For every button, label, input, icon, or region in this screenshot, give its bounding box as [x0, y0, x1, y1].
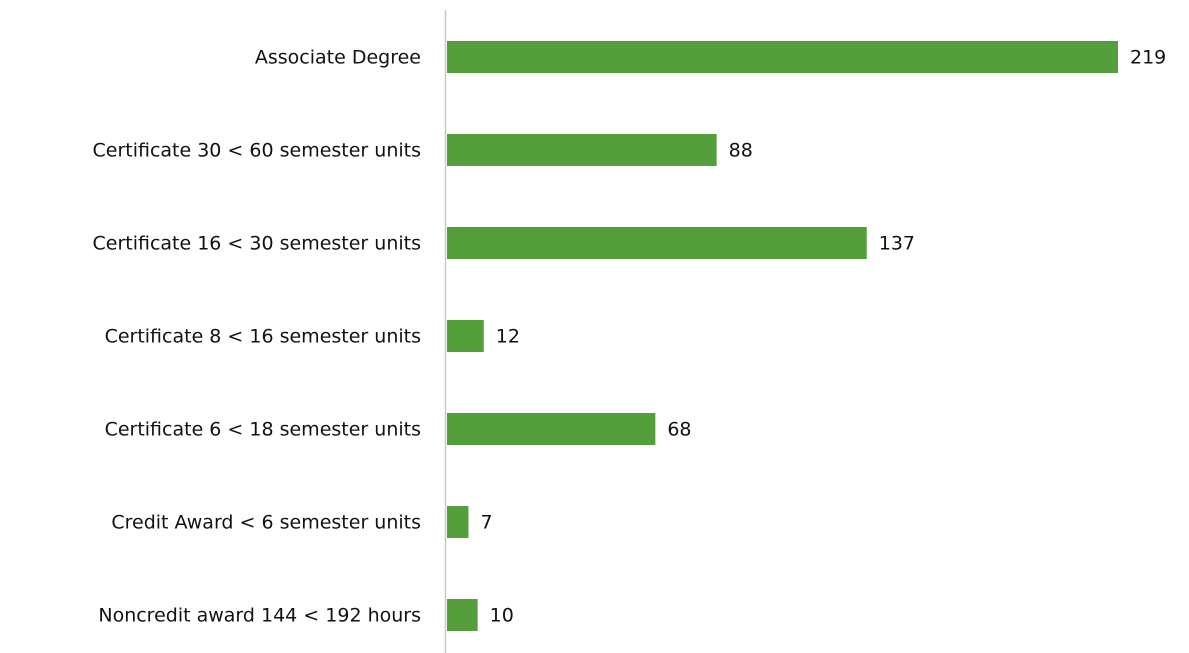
bar [447, 599, 478, 631]
bar [447, 134, 717, 166]
category-label: Certificate 16 < 30 semester units [92, 233, 421, 255]
value-label: 7 [480, 512, 492, 534]
category-label: Certificate 30 < 60 semester units [92, 140, 421, 162]
category-label: Certificate 6 < 18 semester units [105, 419, 421, 441]
bar [447, 413, 656, 445]
value-label: 137 [879, 233, 915, 255]
bar [447, 506, 469, 538]
value-label: 68 [667, 419, 691, 441]
value-label: 88 [729, 140, 753, 162]
category-label: Credit Award < 6 semester units [111, 512, 421, 534]
category-label: Certificate 8 < 16 semester units [105, 326, 421, 348]
bar [447, 41, 1118, 73]
bar [447, 227, 867, 259]
category-label: Associate Degree [255, 47, 421, 69]
bar [447, 320, 484, 352]
category-label: Noncredit award 144 < 192 hours [98, 605, 421, 627]
value-label: 12 [496, 326, 520, 348]
value-label: 219 [1130, 47, 1166, 69]
value-label: 10 [490, 605, 514, 627]
